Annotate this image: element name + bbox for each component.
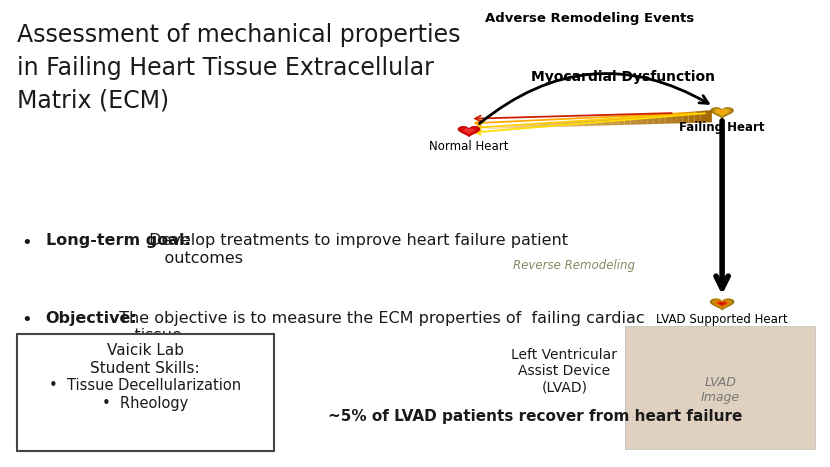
- Text: •: •: [21, 311, 32, 329]
- Polygon shape: [715, 300, 730, 308]
- Text: The objective is to measure the ECM properties of  failing cardiac
    tissue.: The objective is to measure the ECM prop…: [114, 311, 644, 343]
- Text: Reverse Remodeling: Reverse Remodeling: [513, 259, 635, 272]
- Text: Assessment of mechanical properties
in Failing Heart Tissue Extracellular
Matrix: Assessment of mechanical properties in F…: [17, 23, 460, 113]
- Polygon shape: [660, 114, 666, 124]
- Polygon shape: [531, 124, 537, 127]
- Polygon shape: [464, 128, 474, 134]
- Polygon shape: [710, 298, 735, 311]
- Text: Myocardial Dysfunction: Myocardial Dysfunction: [531, 70, 715, 84]
- Polygon shape: [653, 114, 660, 124]
- Polygon shape: [485, 128, 491, 129]
- Polygon shape: [601, 119, 607, 126]
- Text: Objective:: Objective:: [46, 311, 138, 325]
- Polygon shape: [595, 119, 601, 126]
- Polygon shape: [717, 110, 727, 115]
- Polygon shape: [461, 127, 477, 135]
- FancyBboxPatch shape: [625, 326, 815, 449]
- Text: Left Ventricular
Assist Device
(LVAD): Left Ventricular Assist Device (LVAD): [511, 348, 618, 394]
- Text: Vaicik Lab: Vaicik Lab: [107, 343, 183, 358]
- Polygon shape: [689, 112, 695, 123]
- Text: Long-term goal:: Long-term goal:: [46, 234, 191, 248]
- Polygon shape: [671, 113, 677, 124]
- Text: Develop treatments to improve heart failure patient
    outcomes: Develop treatments to improve heart fail…: [144, 234, 568, 266]
- Polygon shape: [630, 116, 636, 125]
- Polygon shape: [520, 125, 525, 128]
- Text: •: •: [21, 234, 32, 252]
- Text: Student Skills:: Student Skills:: [90, 361, 200, 375]
- Polygon shape: [578, 120, 583, 126]
- Polygon shape: [715, 109, 730, 116]
- Polygon shape: [613, 118, 618, 125]
- Polygon shape: [543, 123, 549, 127]
- Polygon shape: [496, 127, 502, 129]
- Polygon shape: [683, 112, 689, 123]
- Polygon shape: [712, 108, 732, 118]
- Polygon shape: [710, 107, 734, 119]
- Polygon shape: [525, 125, 531, 128]
- Polygon shape: [624, 117, 630, 125]
- Polygon shape: [607, 118, 613, 126]
- Polygon shape: [457, 126, 481, 137]
- Polygon shape: [508, 126, 514, 128]
- Polygon shape: [549, 123, 554, 127]
- Polygon shape: [719, 302, 725, 305]
- Polygon shape: [583, 120, 589, 126]
- Polygon shape: [647, 115, 653, 124]
- Polygon shape: [701, 111, 706, 123]
- Polygon shape: [514, 126, 520, 128]
- Text: LVAD
Image: LVAD Image: [701, 376, 740, 404]
- Polygon shape: [491, 128, 496, 129]
- Polygon shape: [677, 113, 683, 123]
- Polygon shape: [719, 111, 725, 114]
- Polygon shape: [636, 116, 642, 125]
- Polygon shape: [589, 120, 595, 126]
- Polygon shape: [566, 121, 572, 127]
- Text: •  Tissue Decellularization: • Tissue Decellularization: [49, 378, 242, 393]
- Polygon shape: [695, 111, 701, 123]
- Polygon shape: [666, 113, 671, 124]
- Text: Normal Heart: Normal Heart: [429, 140, 509, 153]
- Polygon shape: [554, 122, 560, 127]
- Polygon shape: [537, 124, 543, 127]
- Text: ~5% of LVAD patients recover from heart failure: ~5% of LVAD patients recover from heart …: [328, 409, 742, 424]
- FancyBboxPatch shape: [17, 334, 274, 451]
- Polygon shape: [712, 299, 732, 310]
- Polygon shape: [560, 122, 566, 127]
- Polygon shape: [706, 110, 712, 122]
- Polygon shape: [642, 115, 647, 124]
- Polygon shape: [572, 121, 578, 127]
- Text: •  Rheology: • Rheology: [102, 396, 188, 411]
- Text: Adverse Remodeling Events: Adverse Remodeling Events: [485, 12, 694, 25]
- Text: Failing Heart: Failing Heart: [679, 121, 765, 134]
- Polygon shape: [502, 127, 508, 128]
- Polygon shape: [717, 301, 727, 307]
- Polygon shape: [618, 117, 624, 125]
- Text: LVAD Supported Heart: LVAD Supported Heart: [657, 313, 788, 326]
